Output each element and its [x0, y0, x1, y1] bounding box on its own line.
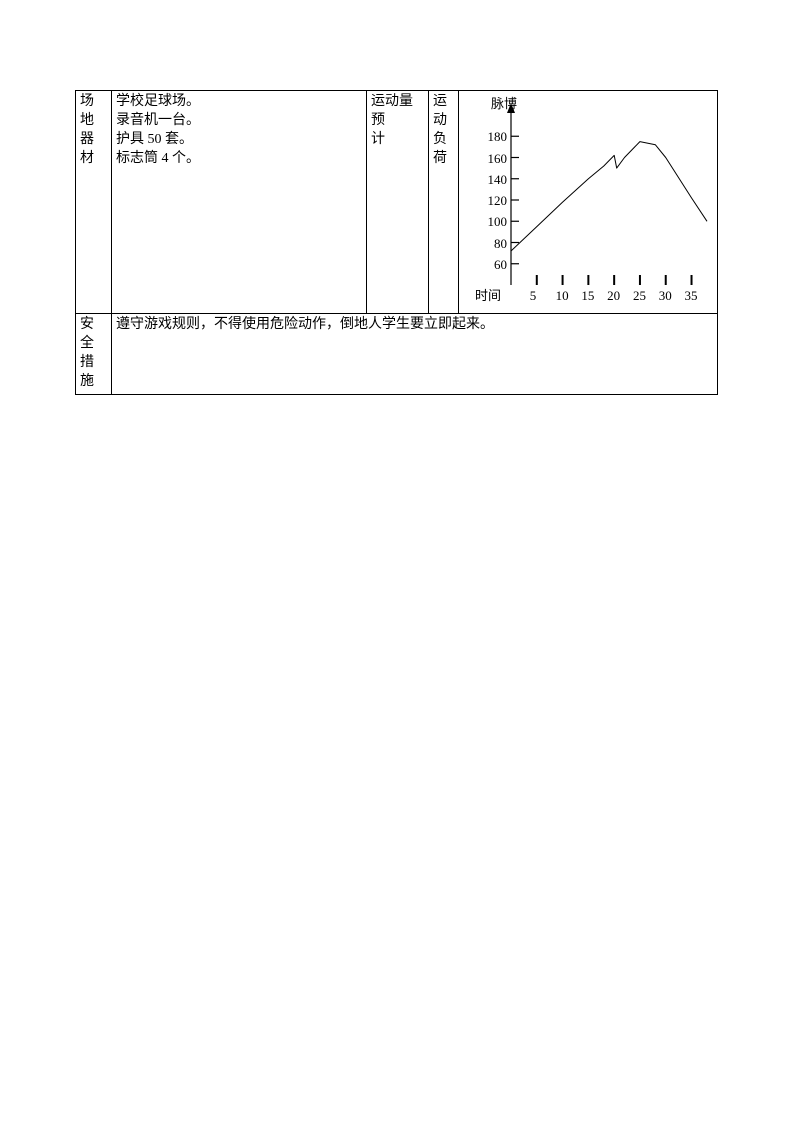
- x-tick-label: 10: [556, 287, 569, 305]
- header-text: 负: [433, 131, 454, 150]
- x-axis-title: 时间: [475, 287, 501, 305]
- equipment-item: 护具 50 套。: [116, 131, 362, 150]
- equipment-item: 标志筒 4 个。: [116, 150, 362, 169]
- chart-cell: 脉博 18016014012010080605101520253035时间: [459, 91, 718, 314]
- header-text: 动: [433, 112, 454, 131]
- x-tick-label: 5: [530, 287, 537, 305]
- row2-header: 安全 措施: [76, 314, 112, 395]
- header-text: 安全: [80, 316, 107, 354]
- y-tick-label: 160: [488, 150, 508, 168]
- x-tick-label: 30: [659, 287, 672, 305]
- y-tick-label: 100: [488, 213, 508, 231]
- table-row: 安全 措施 遵守游戏规则，不得使用危险动作，倒地人学生要立即起来。: [76, 314, 718, 395]
- equipment-item: 学校足球场。: [116, 93, 362, 112]
- workload-header: 运动量预 计: [367, 91, 429, 314]
- y-tick-label: 60: [494, 256, 507, 274]
- header-text: 场地: [80, 93, 107, 131]
- table-row: 场地 器材 学校足球场。 录音机一台。 护具 50 套。 标志筒 4 个。 运动…: [76, 91, 718, 314]
- pulse-chart: 脉博 18016014012010080605101520253035时间: [463, 93, 713, 311]
- header-text: 措施: [80, 354, 107, 392]
- y-tick-label: 180: [488, 128, 508, 146]
- x-tick-label: 15: [581, 287, 594, 305]
- equipment-cell: 学校足球场。 录音机一台。 护具 50 套。 标志筒 4 个。: [112, 91, 367, 314]
- safety-text: 遵守游戏规则，不得使用危险动作，倒地人学生要立即起来。: [112, 314, 718, 395]
- header-text: 运: [433, 93, 454, 112]
- header-text: 荷: [433, 150, 454, 169]
- x-tick-label: 25: [633, 287, 646, 305]
- equipment-item: 录音机一台。: [116, 112, 362, 131]
- header-text: 运动量预: [371, 93, 424, 131]
- load-header: 运 动 负 荷: [429, 91, 459, 314]
- y-tick-label: 80: [494, 235, 507, 253]
- x-tick-label: 35: [685, 287, 698, 305]
- header-text: 计: [371, 131, 424, 150]
- y-tick-label: 140: [488, 171, 508, 189]
- lesson-plan-table: 场地 器材 学校足球场。 录音机一台。 护具 50 套。 标志筒 4 个。 运动…: [75, 90, 718, 395]
- header-text: 器材: [80, 131, 107, 169]
- x-tick-label: 20: [607, 287, 620, 305]
- row1-header: 场地 器材: [76, 91, 112, 314]
- y-tick-label: 120: [488, 192, 508, 210]
